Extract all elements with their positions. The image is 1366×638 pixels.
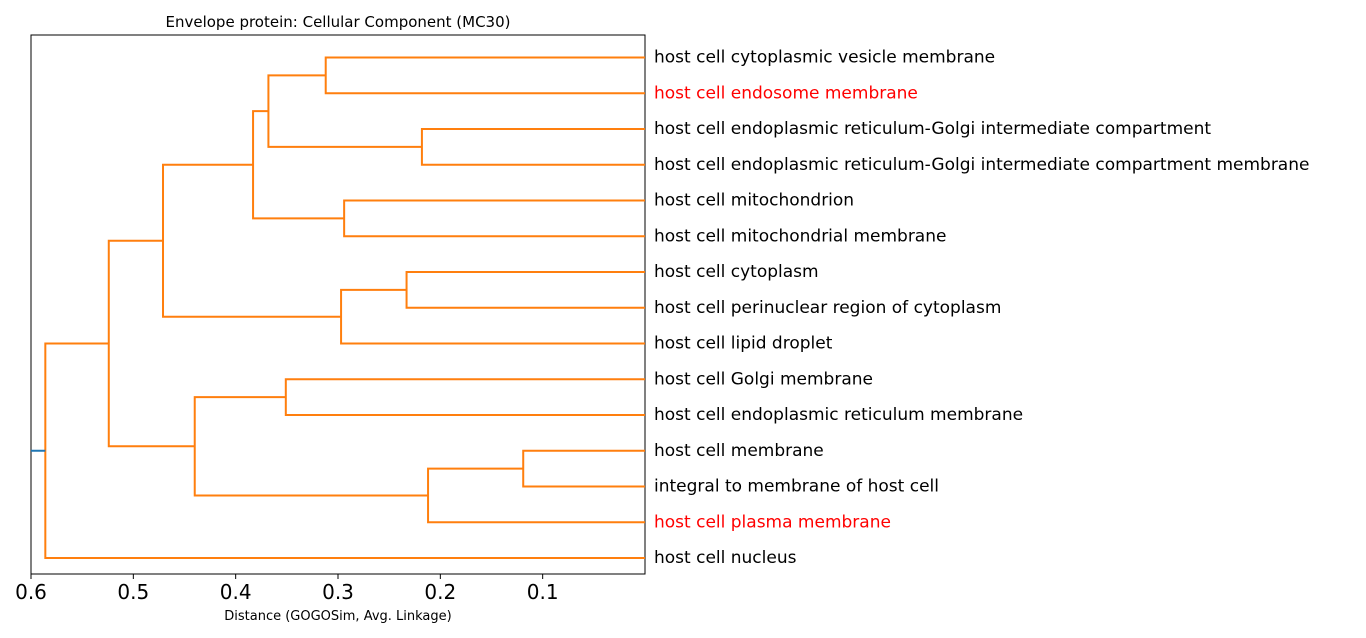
leaf-label: host cell endoplasmic reticulum-Golgi in… (654, 155, 1309, 175)
x-tick-label: 0.2 (424, 580, 456, 604)
dendrogram-link (107, 239, 195, 448)
leaf-label: host cell nucleus (654, 548, 797, 568)
dendrogram-link (522, 449, 645, 488)
leaf-labels: host cell cytoplasmic vesicle membrane ho… (654, 48, 1309, 569)
leaf-label: host cell membrane (654, 441, 824, 461)
leaf-label: host cell mitochondrial membrane (654, 226, 946, 246)
x-axis-ticks: 0.6 0.5 0.4 0.3 0.2 0.1 (15, 574, 559, 604)
dendrogram-link (44, 342, 645, 559)
leaf-label: host cell mitochondrion (654, 191, 854, 211)
dendrogram-link (427, 467, 645, 524)
dendrogram-link (193, 396, 429, 497)
leaf-label: host cell perinuclear region of cytoplas… (654, 298, 1001, 318)
x-tick-label: 0.3 (322, 580, 354, 604)
leaf-label: host cell endosome membrane (654, 83, 918, 103)
leaf-label: host cell cytoplasmic vesicle membrane (654, 48, 995, 68)
chart-title: Envelope protein: Cellular Component (MC… (166, 13, 511, 31)
dendrogram-link (284, 378, 645, 416)
x-tick-label: 0.4 (220, 580, 252, 604)
x-tick-label: 0.1 (527, 580, 559, 604)
leaf-label: host cell lipid droplet (654, 334, 833, 354)
dendrogram-link (340, 288, 645, 345)
x-tick-label: 0.5 (117, 580, 149, 604)
dendrogram-link (405, 271, 645, 309)
dendrogram-link (343, 199, 645, 238)
dendrogram-links (31, 56, 645, 559)
leaf-label: host cell cytoplasm (654, 262, 819, 282)
dendrogram-link (162, 163, 342, 318)
x-axis-label: Distance (GOGOSim, Avg. Linkage) (224, 609, 451, 624)
leaf-label: host cell Golgi membrane (654, 369, 873, 389)
dendrogram-link (420, 128, 645, 166)
leaf-label: integral to membrane of host cell (654, 477, 939, 497)
dendrogram-link (252, 110, 345, 220)
x-tick-label: 0.6 (15, 580, 47, 604)
dendrogram-link (267, 74, 422, 148)
plot-frame (30, 34, 646, 575)
leaf-label: host cell plasma membrane (654, 512, 891, 532)
leaf-label: host cell endoplasmic reticulum membrane (654, 405, 1023, 425)
leaf-label: host cell endoplasmic reticulum-Golgi in… (654, 119, 1211, 139)
dendrogram-link (324, 56, 645, 95)
